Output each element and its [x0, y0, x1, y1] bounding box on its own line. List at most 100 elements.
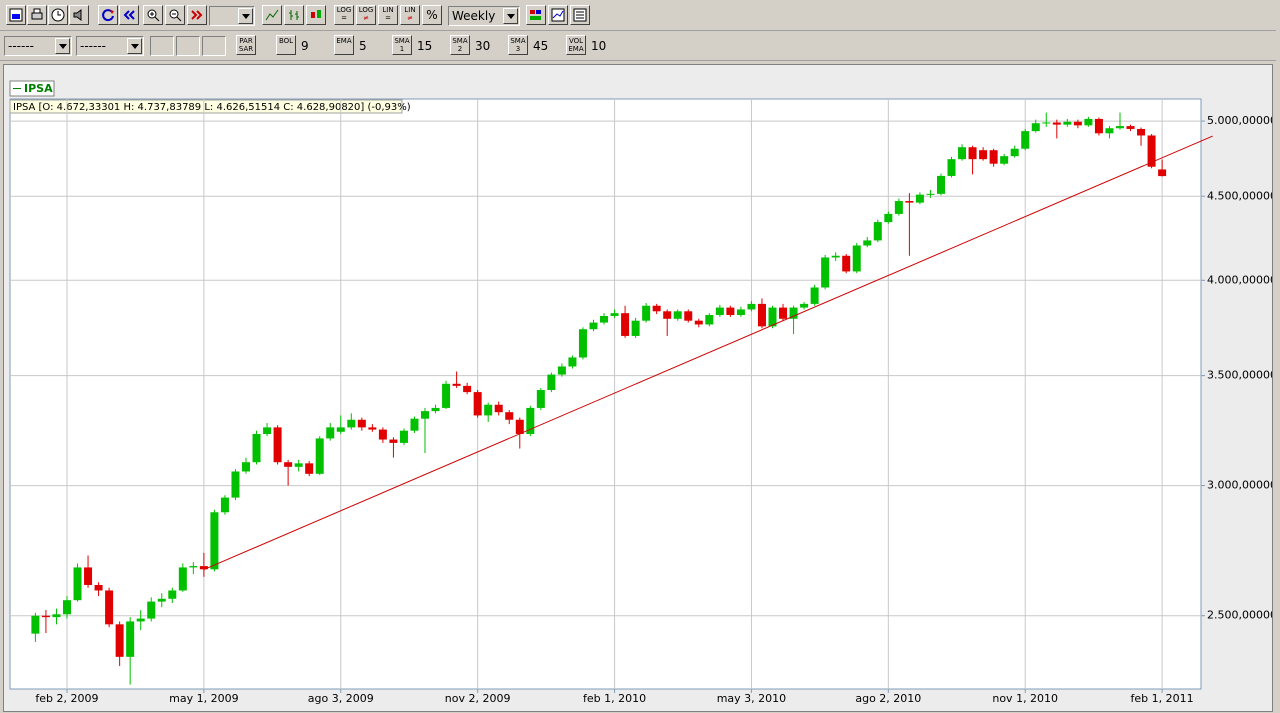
button-label: LIN — [382, 6, 394, 14]
candle-body — [252, 433, 261, 463]
candle-body — [505, 412, 514, 420]
candle-body — [578, 329, 587, 358]
candle-body — [136, 618, 145, 622]
print-button[interactable] — [27, 5, 47, 25]
indicator-button[interactable]: SMA 2 — [450, 35, 470, 55]
candle-body — [242, 462, 250, 472]
candle-body — [621, 313, 630, 336]
study-select[interactable]: ------ — [4, 36, 72, 56]
candle-body — [94, 584, 103, 591]
x-tick-label: feb 1, 2010 — [583, 692, 646, 705]
refresh-button[interactable] — [98, 5, 118, 25]
candle-body — [568, 357, 577, 367]
select-value: ------ — [80, 39, 106, 53]
indicator-button[interactable]: EMA — [334, 35, 354, 55]
candle-body — [1147, 135, 1156, 167]
candle-body — [147, 601, 156, 619]
candle-body — [1063, 121, 1072, 125]
candle-body — [294, 463, 303, 467]
candle-body — [210, 512, 219, 570]
candle-body — [842, 255, 851, 272]
candle-body — [41, 615, 50, 618]
candle-body — [631, 320, 640, 336]
x-tick-label: ago 3, 2009 — [308, 692, 374, 705]
percent-button[interactable]: % — [422, 5, 442, 25]
candle-body — [557, 366, 566, 375]
indicator-button[interactable]: VOL EMA — [566, 35, 586, 55]
candle-body — [958, 147, 967, 160]
candle-body — [452, 383, 461, 386]
candle-body — [800, 303, 809, 308]
main-toolbar: LOG = LOG ≠ LIN = LIN ≠ % Weekly — [0, 2, 1276, 31]
indicator-button[interactable]: SMA 1 — [392, 35, 412, 55]
candle-body — [273, 427, 282, 463]
candle-body — [73, 567, 82, 601]
forward-button[interactable] — [187, 5, 207, 25]
log-button[interactable]: LOG ≠ — [356, 5, 376, 25]
candle-body — [694, 320, 703, 325]
candle-body — [979, 150, 988, 160]
window-button[interactable] — [548, 5, 568, 25]
candle-body — [336, 427, 345, 432]
indicator-toolbar: ------ ------ PAR SAR BOL 9 EMA 5 SMA 1 15 SMA … — [0, 32, 1276, 61]
zoom-out-button[interactable] — [165, 5, 185, 25]
candle-body — [1115, 126, 1124, 129]
candle-body — [431, 407, 440, 412]
button-label: % — [426, 8, 438, 22]
y-tick-label: 4.500,00000 — [1207, 189, 1272, 202]
bar-chart-button[interactable] — [284, 5, 304, 25]
candle-body — [347, 419, 356, 428]
candle-body — [168, 590, 177, 599]
candle-body — [736, 309, 745, 316]
zoom-select[interactable] — [209, 6, 255, 26]
candle-body — [31, 615, 40, 634]
candle-body — [926, 193, 935, 195]
indicator-button[interactable]: BOL — [276, 35, 296, 55]
candle-body — [747, 303, 756, 310]
lin-button[interactable]: LIN = — [378, 5, 398, 25]
indicator-period: 15 — [417, 39, 433, 53]
candle-body — [610, 313, 619, 316]
clock-button[interactable] — [48, 5, 68, 25]
x-tick-label: feb 2, 2009 — [35, 692, 98, 705]
candle-body — [1084, 118, 1093, 126]
legend-box — [9, 80, 55, 97]
indicator-button[interactable]: PAR SAR — [236, 35, 256, 55]
line-chart-button[interactable] — [262, 5, 282, 25]
candle-body — [821, 257, 830, 288]
candle-body — [789, 307, 798, 319]
color-button[interactable] — [526, 5, 546, 25]
candle-body — [684, 311, 693, 321]
chart-panel: IPSA IPSA [O: 4.672,33301 H: 4.737,83789… — [3, 64, 1273, 712]
report-button[interactable] — [570, 5, 590, 25]
y-tick-label: 3.000,00000 — [1207, 479, 1272, 492]
period-value: Weekly — [452, 9, 496, 23]
candle-body — [600, 315, 609, 323]
period-select[interactable]: Weekly — [448, 6, 520, 26]
zoom-in-button[interactable] — [143, 5, 163, 25]
candle-body — [915, 194, 924, 203]
new-button[interactable] — [6, 5, 26, 25]
back-button[interactable] — [119, 5, 139, 25]
candle-body — [589, 322, 598, 330]
candle-body — [105, 590, 114, 625]
candle-body — [884, 213, 893, 223]
indicator-button[interactable]: SMA 3 — [508, 35, 528, 55]
candle-body — [905, 201, 914, 203]
candle-body — [715, 307, 724, 316]
study-select[interactable]: ------ — [76, 36, 144, 56]
candle-body — [1031, 123, 1040, 132]
candle-chart-button[interactable] — [306, 5, 326, 25]
x-tick-label: ago 2, 2010 — [855, 692, 921, 705]
candle-body — [873, 222, 882, 241]
candle-body — [1073, 121, 1082, 126]
lin-button[interactable]: LIN ≠ — [400, 5, 420, 25]
sound-button[interactable] — [69, 5, 89, 25]
candle-body — [378, 429, 387, 440]
candle-body — [157, 598, 166, 602]
candle-body — [673, 311, 682, 319]
log-button[interactable]: LOG = — [334, 5, 354, 25]
button-label: LIN — [404, 6, 416, 14]
candle-body — [515, 419, 524, 434]
